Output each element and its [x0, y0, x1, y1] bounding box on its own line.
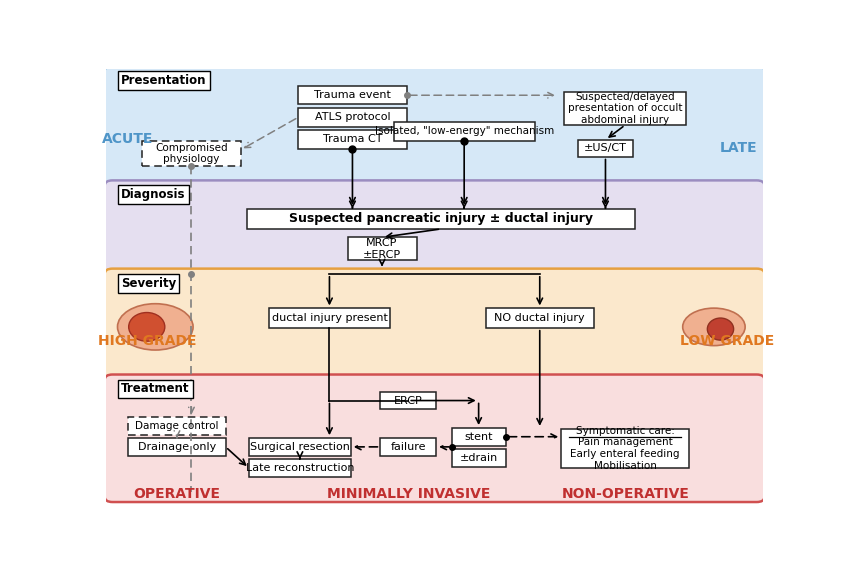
Text: Treatment: Treatment: [121, 382, 190, 395]
Text: Suspected/delayed
presentation of occult
abdominal injury: Suspected/delayed presentation of occult…: [568, 92, 683, 125]
Text: OPERATIVE: OPERATIVE: [133, 487, 220, 501]
FancyBboxPatch shape: [298, 86, 407, 104]
FancyBboxPatch shape: [561, 429, 689, 468]
Text: MRCP
±ERCP: MRCP ±ERCP: [363, 238, 401, 260]
Text: Symptomatic care:
Pain management
Early enteral feeding
Mobilisation: Symptomatic care: Pain management Early …: [571, 426, 680, 470]
FancyBboxPatch shape: [381, 392, 436, 409]
FancyBboxPatch shape: [577, 140, 633, 156]
FancyBboxPatch shape: [298, 108, 407, 127]
Text: LOW GRADE: LOW GRADE: [680, 334, 774, 348]
FancyBboxPatch shape: [249, 459, 351, 477]
Ellipse shape: [683, 308, 745, 346]
Text: Damage control: Damage control: [135, 421, 219, 431]
FancyBboxPatch shape: [248, 209, 635, 229]
FancyBboxPatch shape: [565, 92, 686, 125]
Text: NON-OPERATIVE: NON-OPERATIVE: [561, 487, 689, 501]
FancyBboxPatch shape: [381, 438, 436, 456]
Text: ATLS protocol: ATLS protocol: [315, 112, 390, 122]
FancyBboxPatch shape: [452, 428, 505, 446]
FancyBboxPatch shape: [128, 417, 226, 435]
Ellipse shape: [118, 304, 193, 350]
Text: ductal injury present: ductal injury present: [271, 313, 388, 323]
Text: Suspected pancreatic injury ± ductal injury: Suspected pancreatic injury ± ductal inj…: [289, 212, 593, 225]
Text: Trauma event: Trauma event: [314, 90, 391, 100]
Text: NO ductal injury: NO ductal injury: [494, 313, 585, 323]
Text: LATE: LATE: [719, 141, 757, 155]
FancyBboxPatch shape: [104, 180, 765, 279]
FancyBboxPatch shape: [104, 269, 765, 385]
FancyBboxPatch shape: [249, 438, 351, 456]
FancyBboxPatch shape: [298, 130, 407, 148]
Text: ACUTE: ACUTE: [102, 132, 153, 146]
Ellipse shape: [129, 312, 165, 341]
Text: Diagnosis: Diagnosis: [121, 189, 186, 201]
Text: stent: stent: [465, 431, 493, 442]
Text: Late reconstruction: Late reconstruction: [246, 463, 354, 473]
Text: ±US/CT: ±US/CT: [584, 143, 627, 153]
Text: ERCP: ERCP: [394, 395, 422, 406]
FancyBboxPatch shape: [348, 237, 416, 260]
Text: Severity: Severity: [121, 277, 176, 289]
FancyBboxPatch shape: [393, 122, 535, 141]
FancyBboxPatch shape: [104, 375, 765, 502]
Text: Isolated, "low-energy" mechanism: Isolated, "low-energy" mechanism: [375, 127, 554, 136]
FancyBboxPatch shape: [104, 66, 765, 191]
Ellipse shape: [707, 318, 734, 340]
FancyBboxPatch shape: [269, 308, 390, 328]
Text: Presentation: Presentation: [121, 73, 207, 87]
Text: Drainage only: Drainage only: [138, 442, 216, 452]
Text: Compromised
physiology: Compromised physiology: [155, 143, 228, 164]
Text: ±drain: ±drain: [460, 453, 498, 463]
Text: MINIMALLY INVASIVE: MINIMALLY INVASIVE: [326, 487, 490, 501]
Text: failure: failure: [391, 442, 426, 452]
FancyBboxPatch shape: [128, 438, 226, 456]
Text: Surgical resection: Surgical resection: [250, 442, 350, 452]
Text: HIGH GRADE: HIGH GRADE: [98, 334, 197, 348]
FancyBboxPatch shape: [486, 308, 594, 328]
FancyBboxPatch shape: [142, 142, 241, 166]
FancyBboxPatch shape: [452, 449, 505, 467]
Text: Trauma CT: Trauma CT: [323, 134, 382, 144]
